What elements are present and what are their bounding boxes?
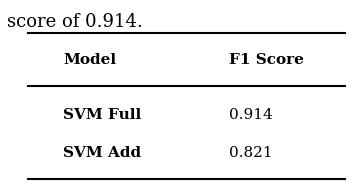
Text: Model: Model xyxy=(63,52,117,67)
Text: 0.821: 0.821 xyxy=(229,145,272,160)
Text: SVM Full: SVM Full xyxy=(63,108,142,122)
Text: 0.914: 0.914 xyxy=(229,108,272,122)
Text: score of 0.914.: score of 0.914. xyxy=(7,13,143,31)
Text: F1 Score: F1 Score xyxy=(229,52,304,67)
Text: SVM Add: SVM Add xyxy=(63,145,142,160)
